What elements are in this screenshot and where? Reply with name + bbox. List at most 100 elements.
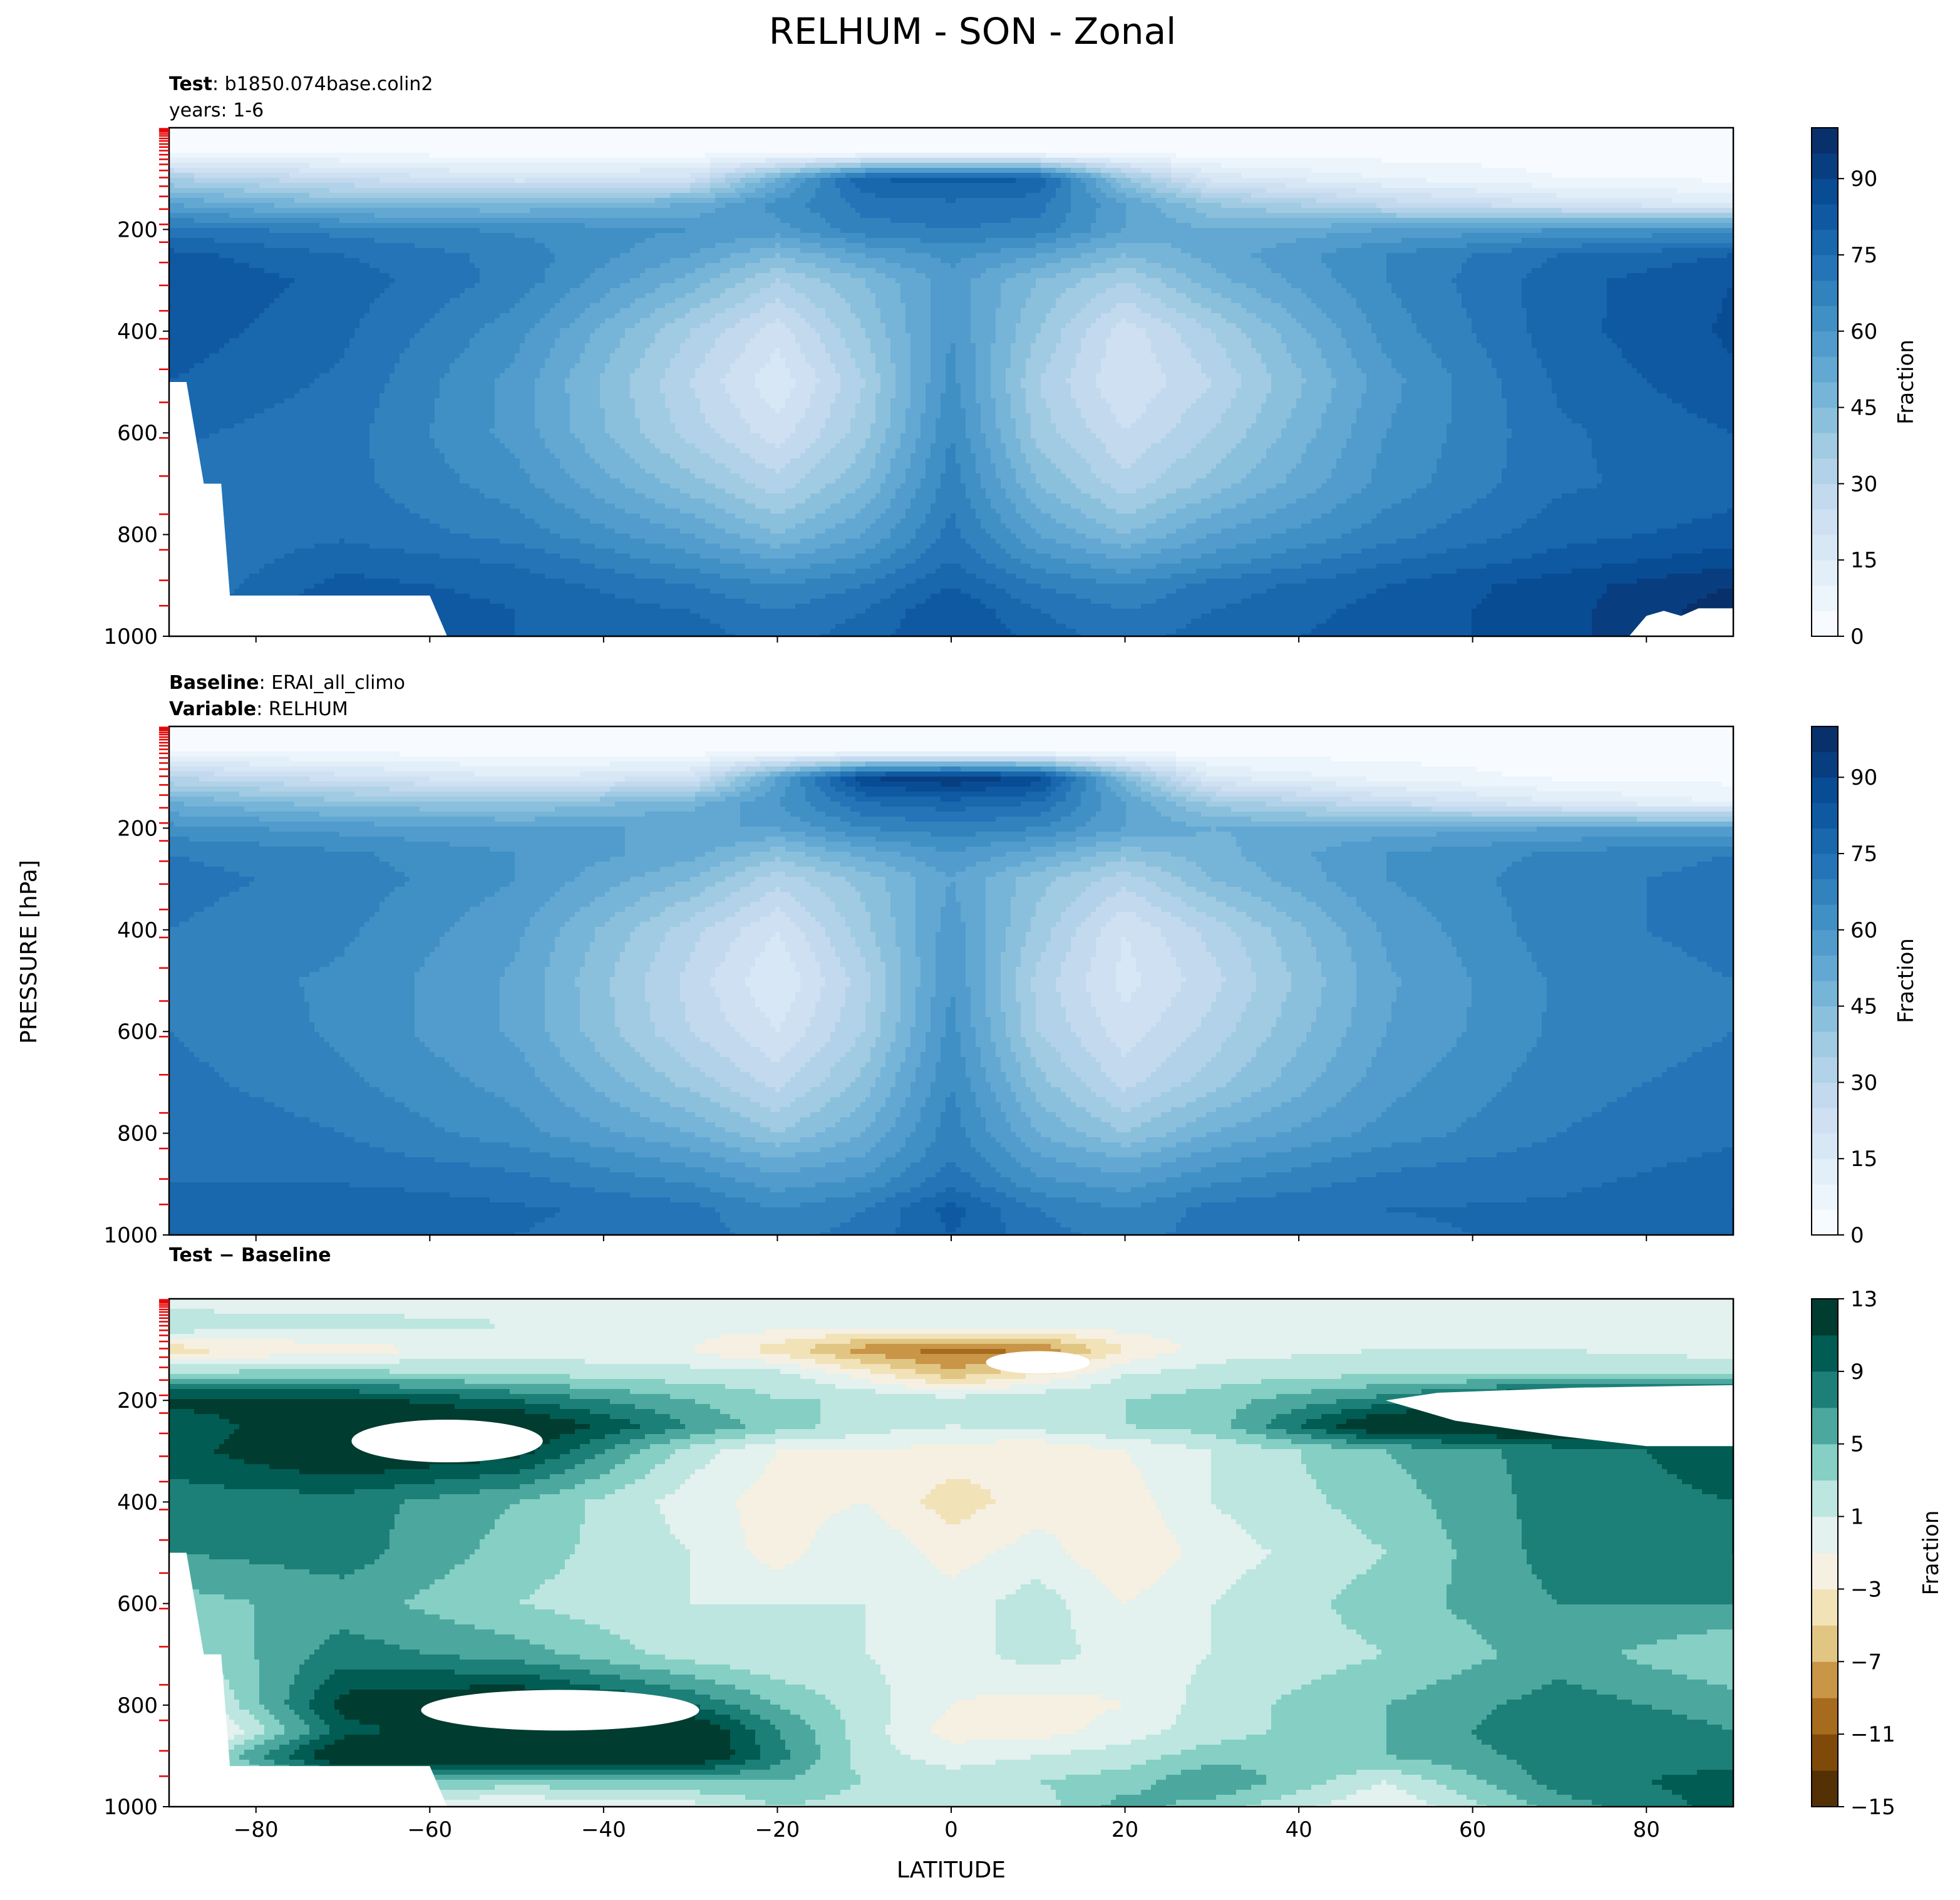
contour-band: [905, 323, 931, 329]
contour-band: [1036, 233, 1071, 239]
contour-band: [480, 278, 545, 284]
contour-band: [810, 403, 831, 409]
contour-band: [815, 762, 841, 767]
contour-band: [1086, 163, 1106, 168]
contour-band: [1452, 398, 1507, 404]
contour-band: [1116, 912, 1137, 917]
contour-band: [1261, 318, 1297, 324]
contour-band: [895, 488, 916, 494]
contour-band: [931, 1022, 946, 1028]
contour-band: [1096, 178, 1106, 183]
contour-band: [1171, 912, 1207, 917]
contour-band: [895, 549, 926, 554]
contour-band: [565, 922, 606, 927]
contour-band: [1216, 792, 1297, 797]
contour-band: [450, 363, 510, 369]
contour-band: [865, 1012, 881, 1018]
contour-band: [1552, 383, 1653, 389]
panel-header-line: Baseline: ERAI_all_climo: [169, 672, 405, 694]
contour-band: [850, 428, 871, 434]
contour-band: [1236, 544, 1307, 549]
contour-band: [820, 997, 846, 1003]
contour-band: [815, 263, 856, 269]
contour-band: [1006, 932, 1026, 937]
contour-band: [921, 478, 941, 484]
contour-band: [665, 323, 701, 329]
contour-band: [715, 313, 751, 319]
contour-band: [194, 443, 370, 449]
contour-band: [1201, 1022, 1237, 1028]
contour-band: [560, 333, 591, 339]
contour-band: [951, 1092, 956, 1098]
contour-band: [1336, 609, 1472, 614]
contour-band: [820, 168, 841, 173]
contour-band: [895, 1032, 911, 1038]
contour-band: [1096, 293, 1152, 299]
contour-band: [835, 1022, 866, 1028]
contour-band: [1452, 378, 1502, 384]
contour-band: [1256, 463, 1297, 469]
contour-band: [635, 488, 681, 494]
contour-band: [790, 458, 821, 464]
contour-band: [530, 208, 716, 214]
contour-band: [460, 762, 611, 767]
contour-band: [1176, 509, 1222, 514]
contour-band: [705, 802, 741, 807]
contour-band: [1547, 1002, 1733, 1008]
contour-band: [750, 313, 801, 319]
contour-band: [1431, 912, 1512, 917]
contour-band: [1146, 503, 1187, 509]
contour-band: [745, 1037, 801, 1043]
contour-band: [1376, 463, 1437, 469]
contour-band: [991, 1082, 1011, 1088]
contour-band: [710, 298, 746, 304]
contour-band: [1281, 797, 1352, 802]
contour-band: [931, 378, 946, 384]
contour-band: [545, 443, 585, 449]
colorbar-band: [1812, 534, 1838, 560]
contour-band: [1196, 907, 1237, 912]
contour-band: [379, 907, 470, 912]
contour-band: [349, 942, 440, 947]
contour-band: [249, 762, 460, 767]
contour-band: [1431, 348, 1487, 354]
contour-band: [555, 892, 606, 897]
contour-band: [875, 303, 906, 309]
contour-band: [1101, 203, 1127, 209]
contour-band: [1211, 468, 1252, 474]
contour-band: [1126, 812, 1162, 817]
contour-band: [675, 423, 711, 429]
contour-band: [941, 529, 961, 534]
contour-band: [931, 333, 971, 339]
contour-band: [1211, 328, 1242, 334]
contour-band: [815, 807, 851, 812]
contour-band: [174, 248, 310, 254]
contour-band: [1126, 208, 1162, 214]
contour-band: [931, 448, 946, 454]
contour-band: [956, 373, 976, 379]
contour-band: [1011, 358, 1026, 364]
contour-band: [986, 438, 1001, 444]
contour-band: [309, 1012, 415, 1018]
contour-band: [996, 408, 1011, 414]
contour-band: [400, 358, 455, 364]
contour-band: [991, 378, 1006, 384]
contour-band: [760, 917, 791, 922]
contour-band: [1006, 569, 1046, 574]
contour-band: [1391, 283, 1457, 289]
contour-band: [169, 777, 200, 782]
contour-band: [650, 438, 686, 444]
contour-band: [169, 847, 325, 852]
contour-band: [1101, 363, 1162, 369]
contour-band: [976, 358, 991, 364]
contour-band: [480, 328, 530, 334]
contour-band: [966, 413, 981, 419]
contour-band: [1512, 198, 1673, 204]
contour-band: [1717, 313, 1733, 319]
contour-band: [981, 1062, 1001, 1068]
contour-band: [905, 817, 996, 822]
contour-band: [615, 782, 701, 787]
contour-band: [1021, 308, 1051, 314]
contour-band: [565, 1102, 621, 1108]
contour-band: [900, 977, 921, 983]
